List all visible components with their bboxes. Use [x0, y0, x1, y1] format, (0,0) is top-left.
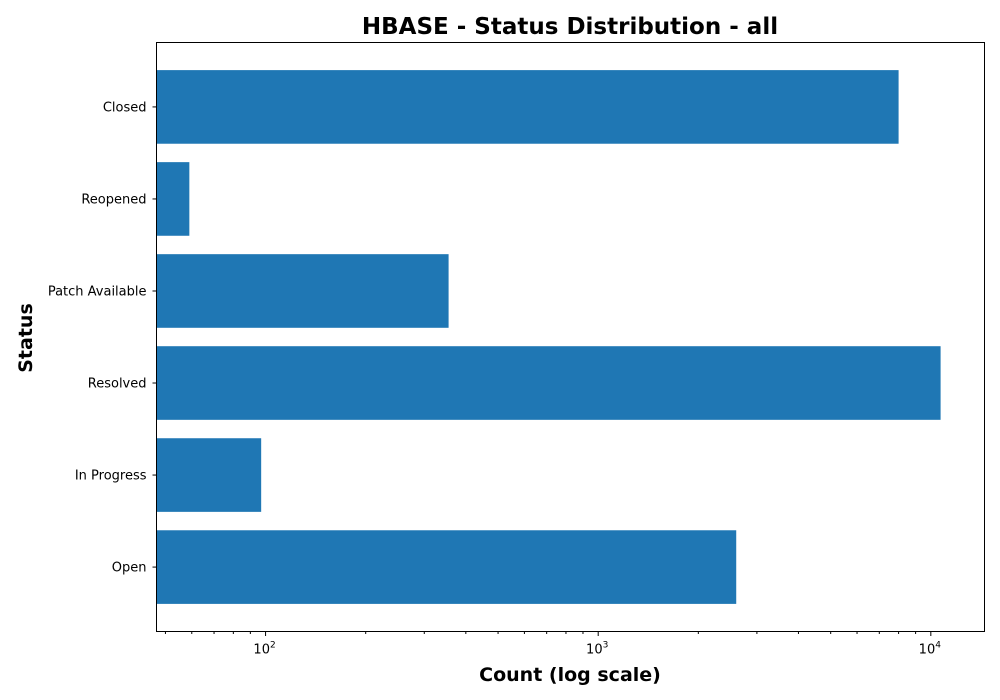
- bar-patch-available: [156, 254, 449, 328]
- y-tick-label-in-progress: In Progress: [75, 469, 147, 484]
- bar-open: [156, 530, 737, 604]
- y-tick-label-open: Open: [112, 561, 147, 576]
- x-axis-label: Count (log scale): [479, 664, 661, 686]
- y-tick-label-resolved: Resolved: [88, 377, 147, 392]
- bar-in-progress: [156, 438, 262, 512]
- x-tick-label: 102: [253, 641, 275, 658]
- bar-resolved: [156, 346, 941, 420]
- y-axis-label: Status: [15, 303, 37, 373]
- x-axis: 102 103 104: [164, 631, 942, 658]
- bar-reopened: [156, 162, 190, 236]
- chart-title: HBASE - Status Distribution - all: [362, 14, 778, 40]
- y-tick-label-reopened: Reopened: [81, 192, 146, 207]
- x-tick-label: 103: [586, 641, 608, 658]
- bars-layer: [156, 70, 941, 604]
- y-tick-label-patch-available: Patch Available: [48, 284, 147, 299]
- y-axis: Closed Reopened Patch Available Resolved In …: [48, 100, 157, 576]
- y-tick-label-closed: Closed: [103, 100, 147, 115]
- x-tick-label: 104: [919, 641, 942, 658]
- bar-closed: [156, 70, 899, 144]
- plot-frame: [156, 42, 985, 632]
